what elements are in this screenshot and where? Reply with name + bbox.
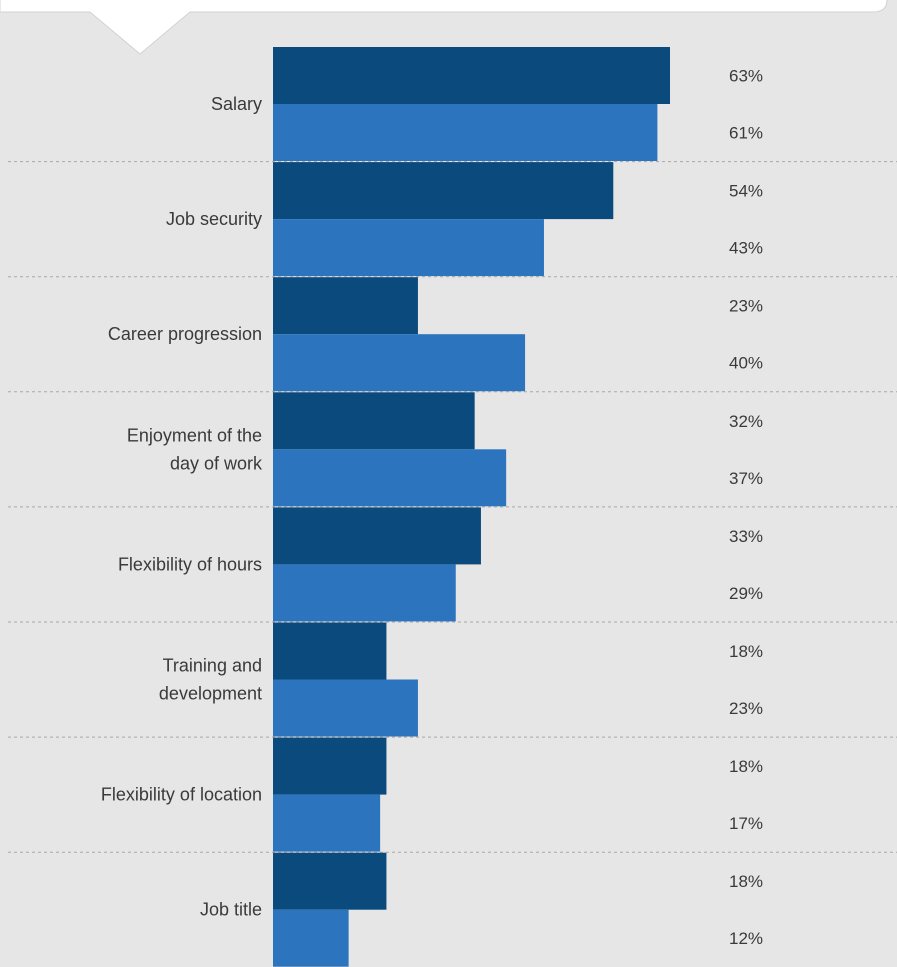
bar-flexibility-of-location-series-1 bbox=[273, 737, 387, 795]
bar-enjoyment-of-the-day-of-work-series-2 bbox=[273, 449, 507, 507]
bar-salary-series-2 bbox=[273, 104, 658, 161]
category-label-career-progression: Career progression bbox=[108, 324, 262, 344]
value-label-job-security-series-1: 54% bbox=[729, 182, 763, 201]
category-label-training-and-development: development bbox=[159, 684, 262, 704]
category-label-job-security: Job security bbox=[166, 209, 262, 229]
bar-training-and-development-series-2 bbox=[273, 679, 418, 737]
value-label-training-and-development-series-2: 23% bbox=[729, 699, 763, 718]
bar-training-and-development-series-1 bbox=[273, 622, 387, 680]
bar-job-security-series-2 bbox=[273, 219, 544, 277]
bar-job-title-series-2 bbox=[273, 909, 349, 967]
row-separators bbox=[8, 161, 897, 853]
value-label-flexibility-of-hours-series-1: 33% bbox=[729, 527, 763, 546]
bar-salary-series-1 bbox=[273, 47, 670, 104]
category-label-enjoyment-of-the-day-of-work: day of work bbox=[170, 453, 263, 473]
value-label-training-and-development-series-1: 18% bbox=[729, 642, 763, 661]
value-label-job-title-series-2: 12% bbox=[729, 929, 763, 948]
category-labels: Salary Job security Career progression Enjo… bbox=[101, 94, 263, 920]
bar-enjoyment-of-the-day-of-work-series-1 bbox=[273, 392, 475, 450]
value-label-job-security-series-2: 43% bbox=[729, 239, 763, 258]
value-label-enjoyment-of-the-day-of-work-series-2: 37% bbox=[729, 469, 763, 488]
category-label-job-title: Job title bbox=[200, 900, 262, 920]
bar-flexibility-of-hours-series-2 bbox=[273, 564, 456, 622]
category-label-flexibility-of-hours: Flexibility of hours bbox=[118, 554, 262, 574]
value-label-flexibility-of-location-series-1: 18% bbox=[729, 757, 763, 776]
value-label-career-progression-series-1: 23% bbox=[729, 297, 763, 316]
category-label-flexibility-of-location: Flexibility of location bbox=[101, 785, 262, 805]
value-label-salary-series-2: 61% bbox=[729, 124, 763, 143]
bar-job-security-series-1 bbox=[273, 162, 614, 220]
value-label-flexibility-of-hours-series-2: 29% bbox=[729, 584, 763, 603]
value-label-salary-series-1: 63% bbox=[729, 67, 763, 86]
bar-career-progression-series-1 bbox=[273, 277, 418, 335]
value-label-job-title-series-1: 18% bbox=[729, 872, 763, 891]
value-label-flexibility-of-location-series-2: 17% bbox=[729, 814, 763, 833]
category-label-salary: Salary bbox=[211, 94, 262, 114]
callout-shape bbox=[0, 0, 888, 55]
bar-flexibility-of-location-series-2 bbox=[273, 794, 381, 852]
value-label-career-progression-series-2: 40% bbox=[729, 354, 763, 373]
value-label-enjoyment-of-the-day-of-work-series-1: 32% bbox=[729, 412, 763, 431]
category-label-enjoyment-of-the-day-of-work: Enjoyment of the bbox=[127, 425, 262, 445]
bar-job-title-series-1 bbox=[273, 852, 387, 910]
category-label-training-and-development: Training and bbox=[163, 656, 262, 676]
callout-box bbox=[0, 0, 888, 55]
bar-flexibility-of-hours-series-1 bbox=[273, 507, 481, 565]
value-labels: 63% 61% 54% 43% 23% 40% 32% 37% 33% 29% 18% 23% 18% 1… bbox=[729, 67, 763, 949]
bars-group bbox=[273, 47, 670, 967]
bar-career-progression-series-2 bbox=[273, 334, 526, 392]
